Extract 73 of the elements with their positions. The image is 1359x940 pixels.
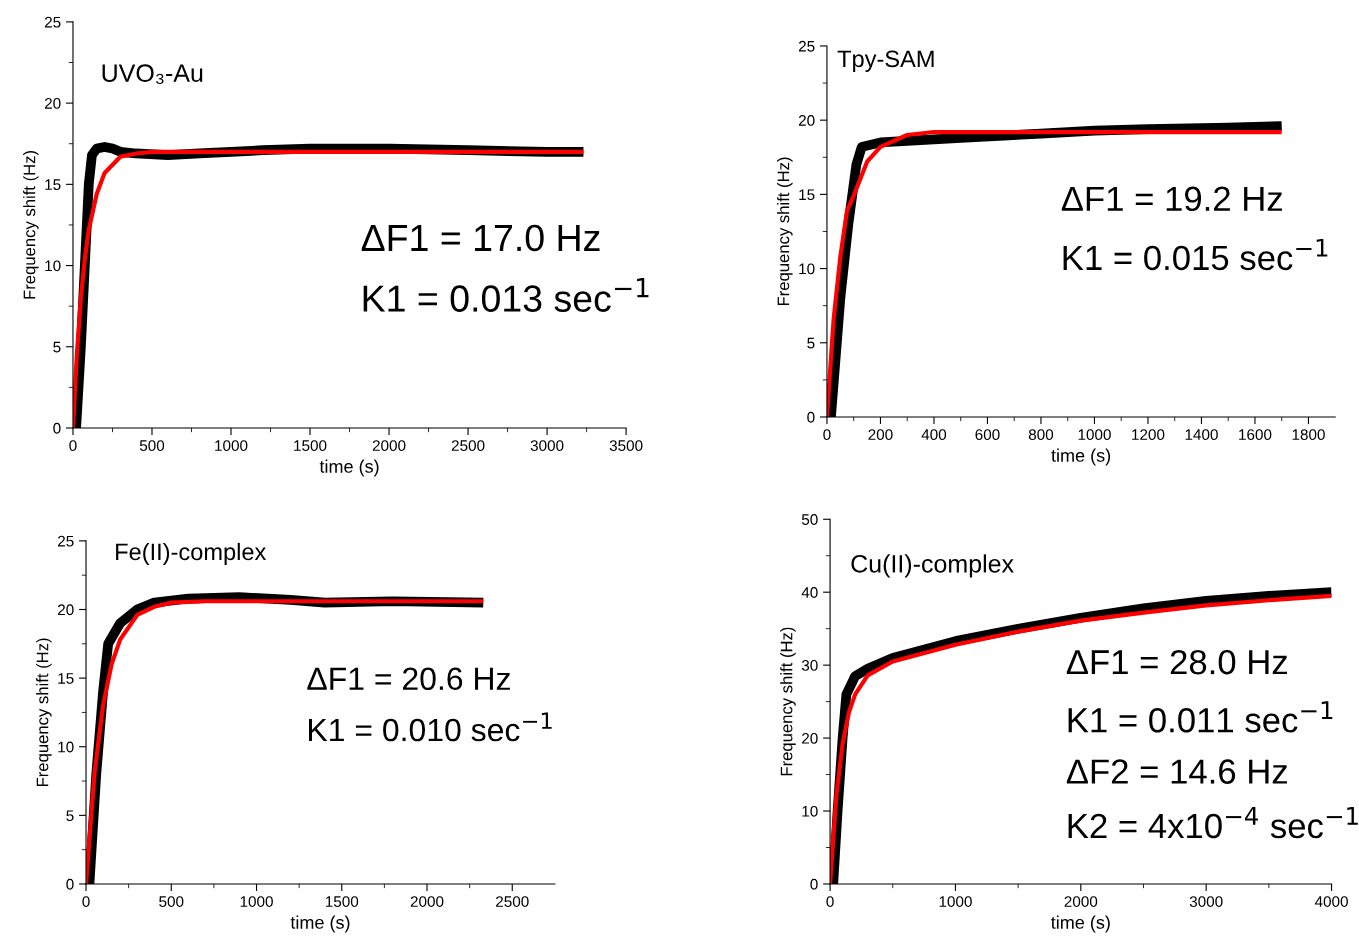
x-tick-label: 0 <box>82 896 90 907</box>
y-tick-label: 15 <box>45 179 61 191</box>
x-tick-label: 400 <box>921 429 947 441</box>
y-tick-label: 40 <box>801 587 818 598</box>
annotation: ΔF1 = 19.2 Hz <box>1061 186 1282 212</box>
x-tick-label: 1500 <box>294 440 327 452</box>
y-tick-label: 50 <box>801 514 818 525</box>
y-axis-title: Frequency shift (Hz) <box>23 150 39 299</box>
x-tick-label: 800 <box>1028 429 1054 441</box>
y-tick-label: 20 <box>802 732 818 744</box>
x-tick-label: 500 <box>159 896 184 907</box>
x-tick-label: 3000 <box>530 440 564 452</box>
annotation: ΔF1 = 17.0 Hz <box>361 224 600 252</box>
x-tick-label: 1000 <box>939 896 972 907</box>
x-tick-label: 2000 <box>372 440 406 452</box>
y-tick-label: 5 <box>66 810 74 822</box>
x-tick-label: 1000 <box>240 896 273 907</box>
x-tick-label: 2000 <box>1064 896 1098 907</box>
y-tick-label: 0 <box>810 878 818 890</box>
y-tick-label: 10 <box>802 805 818 817</box>
x-tick-label: 1200 <box>1132 429 1165 441</box>
y-tick-label: 20 <box>58 604 74 616</box>
y-tick-label: 0 <box>66 878 74 890</box>
chart-title: Tpy-SAM <box>837 50 934 72</box>
x-tick-label: 600 <box>975 429 1000 441</box>
y-tick-label: 30 <box>801 660 818 671</box>
annotation: ΔF1 = 20.6 Hz <box>307 667 510 691</box>
x-tick-label: 3000 <box>1189 896 1223 907</box>
text: Cu(II)-complex <box>851 554 1014 578</box>
x-tick-label: 1600 <box>1239 429 1272 441</box>
y-tick-label: 25 <box>44 16 61 28</box>
y-axis-title: Frequency shift (Hz) <box>780 627 796 776</box>
y-tick-label: 15 <box>58 673 74 684</box>
x-tick-label: 4000 <box>1314 896 1348 907</box>
x-tick-label: 1000 <box>215 440 248 452</box>
annotation: K1 = 0.015 sec$^{−1}$ <box>1063 238 1328 271</box>
x-tick-label: 0 <box>826 896 834 907</box>
x-axis-title: time (s) <box>1051 915 1110 933</box>
x-tick-label: 2500 <box>451 440 485 452</box>
x-tick-label: 3500 <box>609 440 643 452</box>
y-tick-label: 5 <box>807 337 815 349</box>
y-axis-title: Frequency shift (Hz) <box>777 157 793 306</box>
x-tick-label: 2500 <box>496 896 529 907</box>
y-tick-label: 25 <box>798 40 815 52</box>
x-tick-label: 1800 <box>1292 429 1325 441</box>
x-tick-label: 500 <box>139 440 165 452</box>
x-axis-title: time (s) <box>319 459 379 477</box>
y-tick-label: 0 <box>807 411 815 423</box>
x-tick-label: 1400 <box>1185 429 1218 441</box>
y-tick-label: 25 <box>58 535 74 547</box>
x-tick-label: 0 <box>823 429 831 441</box>
annotation: K2 = 4x10$^{−4}$ sec$^{−1}$ <box>1068 807 1358 839</box>
y-tick-label: 5 <box>53 341 61 353</box>
x-tick-label: 2000 <box>410 896 444 907</box>
y-tick-label: 20 <box>44 97 61 109</box>
y-tick-label: 15 <box>799 189 815 201</box>
y-tick-label: 10 <box>799 263 815 275</box>
x-tick-label: 200 <box>868 429 893 441</box>
y-axis-title: Frequency shift (Hz) <box>36 638 52 787</box>
x-tick-label: 1000 <box>1078 429 1111 441</box>
annotation: ΔF2 = 14.6 Hz <box>1066 759 1287 784</box>
x-axis-title: time (s) <box>290 915 350 933</box>
annotation: K1 = 0.010 sec$^{−1}$ <box>309 712 552 742</box>
annotation: K1 = 0.011 sec$^{−1}$ <box>1068 701 1333 733</box>
y-tick-label: 10 <box>58 741 74 753</box>
chart-title: Fe(II)-complex <box>116 542 267 565</box>
annotation: K1 = 0.013 sec$^{−1}$ <box>363 278 649 312</box>
x-tick-label: 1500 <box>325 896 359 907</box>
text: UVO₃-Au <box>102 64 203 84</box>
y-tick-label: 10 <box>45 260 61 272</box>
annotation: ΔF1 = 28.0 Hz <box>1066 649 1287 675</box>
x-axis-title: time (s) <box>1051 448 1111 466</box>
y-tick-label: 20 <box>798 115 815 126</box>
